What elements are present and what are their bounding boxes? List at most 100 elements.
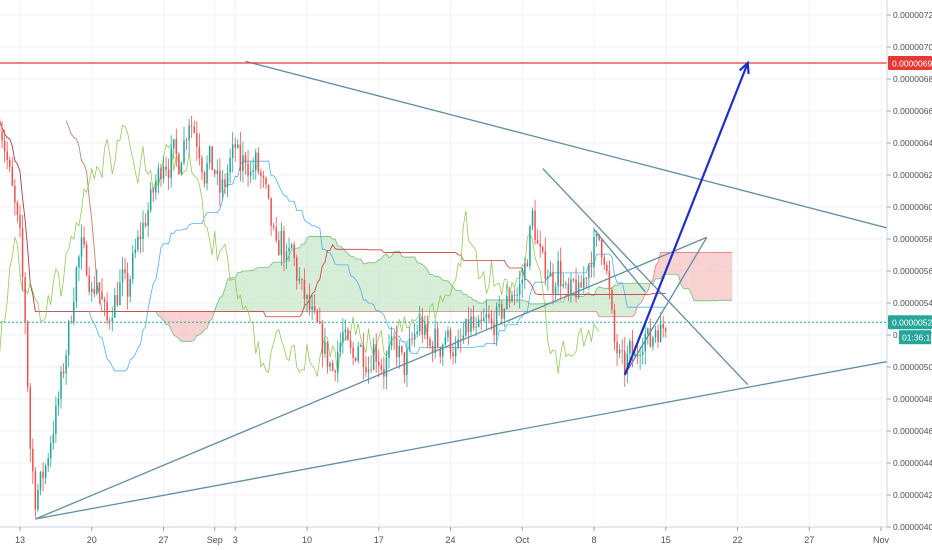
kumo-segment bbox=[209, 311, 213, 321]
candle-body bbox=[39, 471, 42, 490]
candle-body bbox=[598, 234, 600, 240]
candle-body bbox=[11, 166, 14, 186]
kumo-segment bbox=[693, 252, 697, 301]
candle-body bbox=[285, 251, 288, 261]
kumo-segment bbox=[560, 301, 564, 312]
kumo-segment bbox=[324, 236, 328, 312]
candle-body bbox=[234, 144, 237, 148]
candle-body bbox=[454, 347, 457, 357]
candle-body bbox=[290, 244, 293, 248]
candle-body bbox=[303, 279, 306, 299]
candle-body bbox=[121, 269, 124, 283]
candle-body bbox=[608, 271, 611, 290]
candle-body bbox=[485, 313, 488, 319]
candle-body bbox=[552, 272, 554, 294]
kumo-segment bbox=[724, 252, 728, 301]
candle-body bbox=[367, 369, 370, 373]
kumo-segment bbox=[709, 252, 712, 301]
kumo-segment bbox=[158, 311, 161, 318]
candle-body bbox=[623, 350, 626, 374]
candle-body bbox=[301, 278, 303, 280]
kumo-segment bbox=[711, 252, 715, 301]
candle-body bbox=[518, 283, 521, 295]
candle-body bbox=[88, 275, 90, 292]
candle-body bbox=[67, 321, 70, 356]
candle-body bbox=[203, 171, 206, 184]
candle-body bbox=[47, 458, 49, 466]
kumo-segment bbox=[394, 251, 397, 312]
kumo-segment bbox=[273, 262, 277, 312]
candle-body bbox=[42, 471, 44, 479]
candle-body bbox=[390, 336, 393, 347]
kumo-segment bbox=[481, 303, 484, 312]
kumo-segment bbox=[373, 261, 377, 312]
candle-body bbox=[298, 278, 301, 281]
kumo-segment bbox=[547, 303, 551, 312]
x-tick-label: 20 bbox=[87, 535, 97, 545]
kumo-segment bbox=[160, 311, 164, 321]
candle-body bbox=[239, 144, 242, 172]
kumo-segment bbox=[453, 287, 456, 312]
candle-body bbox=[424, 323, 426, 335]
kumo-segment bbox=[396, 251, 400, 312]
kumo-segment bbox=[412, 257, 415, 312]
kumo-segment bbox=[447, 281, 451, 312]
kumo-segment bbox=[522, 299, 525, 312]
kumo-segment bbox=[317, 236, 320, 312]
candle-body bbox=[603, 257, 606, 265]
candle-body bbox=[165, 166, 167, 170]
kumo-segment bbox=[258, 267, 261, 312]
kumo-segment bbox=[599, 286, 602, 317]
kumo-segment bbox=[266, 267, 269, 312]
candle-body bbox=[549, 272, 552, 277]
candle-body bbox=[662, 324, 664, 329]
candle-body bbox=[388, 346, 390, 358]
time-axis-background bbox=[0, 527, 932, 550]
candle-body bbox=[142, 222, 144, 240]
candle-body bbox=[360, 345, 362, 347]
kumo-segment bbox=[184, 311, 187, 342]
candle-body bbox=[470, 316, 472, 332]
candle-body bbox=[275, 227, 278, 241]
candle-body bbox=[572, 279, 575, 281]
kumo-segment bbox=[512, 299, 515, 312]
candle-body bbox=[641, 351, 644, 355]
candle-body bbox=[521, 279, 524, 284]
candle-body bbox=[180, 162, 183, 175]
kumo-segment bbox=[409, 257, 413, 312]
kumo-segment bbox=[232, 277, 236, 312]
kumo-segment bbox=[181, 311, 184, 342]
candle-body bbox=[201, 158, 203, 172]
kumo-segment bbox=[281, 262, 284, 312]
kumo-segment bbox=[376, 259, 379, 312]
candle-body bbox=[242, 155, 244, 172]
candle-body bbox=[393, 336, 395, 338]
kumo-segment bbox=[632, 283, 635, 317]
kumo-segment bbox=[627, 283, 630, 317]
candle-body bbox=[78, 256, 80, 268]
tenkan-sen bbox=[0, 121, 666, 372]
candle-body bbox=[60, 371, 62, 399]
candle-body bbox=[539, 243, 541, 247]
x-tick-label: 27 bbox=[158, 535, 168, 545]
kumo-segment bbox=[529, 303, 533, 312]
chikou-span bbox=[0, 125, 600, 377]
kumo-segment bbox=[337, 246, 341, 312]
candle-body bbox=[103, 299, 106, 303]
candle-body bbox=[634, 354, 636, 357]
kumo-segment bbox=[314, 236, 318, 312]
kumo-segment bbox=[681, 252, 684, 289]
kumo-segment bbox=[345, 251, 348, 312]
kumo-segment bbox=[445, 280, 448, 312]
candle-body bbox=[65, 355, 67, 374]
kumo-segment bbox=[517, 299, 520, 312]
candle-body bbox=[442, 344, 444, 357]
candle-body bbox=[506, 295, 508, 309]
kumo-segment bbox=[250, 270, 254, 312]
candle-body bbox=[55, 405, 57, 434]
candle-body bbox=[347, 329, 349, 341]
kumo-segment bbox=[476, 300, 479, 312]
kumo-segment bbox=[722, 252, 725, 301]
